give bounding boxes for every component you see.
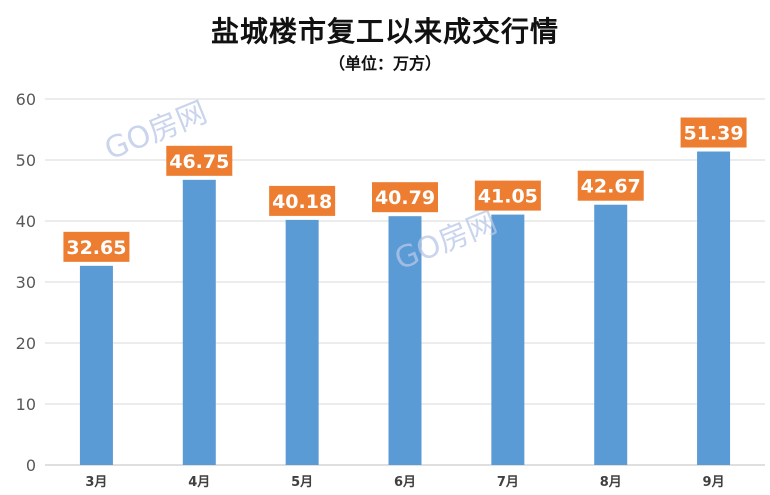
data-label: 40.18: [272, 191, 332, 213]
bar: [388, 216, 422, 465]
watermark-text: GO房网: [390, 205, 502, 277]
x-tick-label: 9月: [703, 475, 725, 490]
x-tick-label: 4月: [188, 475, 210, 490]
data-label-bg: [474, 180, 541, 211]
bar: [79, 265, 113, 465]
x-tick-label: 6月: [394, 475, 416, 490]
x-tick-label: 8月: [600, 475, 622, 490]
data-label-bg: [372, 182, 438, 213]
bar: [285, 219, 319, 465]
x-tick-label: 3月: [85, 475, 107, 490]
y-tick-label: 10: [16, 395, 36, 414]
bars: [79, 151, 731, 465]
x-tick-label: 5月: [291, 475, 313, 490]
y-tick-label: 0: [26, 456, 36, 475]
data-label: 51.39: [684, 123, 744, 145]
data-label: 46.75: [169, 151, 229, 173]
y-axis-ticks: 0 10 20 30 40 50 60: [16, 90, 36, 475]
chart-title: 盐城楼市复工以来成交行情: [210, 15, 559, 48]
data-label: 42.67: [581, 176, 641, 198]
data-label-bg: [269, 185, 336, 216]
bar: [594, 204, 628, 465]
y-tick-label: 40: [16, 212, 36, 231]
data-labels: 32.65 46.75 40.18 40.79 41.05 42.67 51.39: [63, 117, 747, 262]
x-axis-ticks: 3月 4月 5月 6月 7月 8月 9月: [85, 475, 724, 490]
data-label-bg: [577, 170, 644, 201]
bar: [697, 151, 731, 465]
y-tick-label: 30: [16, 273, 36, 292]
data-label-bg: [63, 231, 130, 262]
data-label-bg: [680, 117, 747, 148]
data-label: 32.65: [66, 237, 126, 259]
bar: [491, 214, 525, 465]
data-label-bg: [166, 145, 233, 176]
data-label: 40.79: [375, 187, 435, 209]
x-tick-label: 7月: [497, 475, 519, 490]
chart-subtitle: （单位：万方）: [328, 54, 441, 73]
y-tick-label: 20: [16, 334, 36, 353]
y-tick-label: 60: [16, 90, 36, 109]
data-label: 41.05: [478, 186, 538, 208]
bar: [182, 179, 216, 465]
y-tick-label: 50: [16, 151, 36, 170]
